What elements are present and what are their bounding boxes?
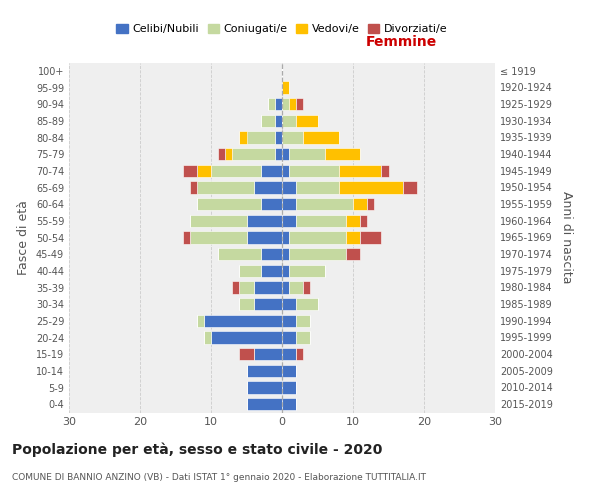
Bar [282, 214, 296, 227]
Bar [282, 131, 304, 144]
Bar [247, 231, 282, 244]
Bar [282, 148, 289, 160]
Bar [339, 164, 382, 177]
Bar [282, 164, 289, 177]
Bar [282, 98, 289, 110]
Bar [282, 181, 296, 194]
Bar [282, 364, 296, 377]
Bar [211, 164, 260, 177]
Bar [282, 381, 296, 394]
Bar [247, 131, 275, 144]
Bar [346, 214, 360, 227]
Bar [289, 231, 346, 244]
Bar [296, 214, 346, 227]
Bar [282, 298, 296, 310]
Bar [296, 98, 304, 110]
Bar [197, 181, 254, 194]
Bar [254, 348, 282, 360]
Bar [197, 164, 211, 177]
Bar [289, 148, 325, 160]
Bar [360, 214, 367, 227]
Bar [325, 148, 360, 160]
Bar [339, 181, 403, 194]
Bar [346, 231, 360, 244]
Y-axis label: Anni di nascita: Anni di nascita [560, 191, 572, 284]
Bar [275, 148, 282, 160]
Bar [289, 264, 325, 277]
Bar [190, 231, 247, 244]
Bar [218, 148, 225, 160]
Bar [282, 114, 296, 127]
Bar [247, 214, 282, 227]
Bar [197, 198, 260, 210]
Bar [197, 314, 204, 327]
Text: Femmine: Femmine [365, 34, 437, 48]
Bar [182, 231, 190, 244]
Bar [275, 98, 282, 110]
Y-axis label: Fasce di età: Fasce di età [17, 200, 30, 275]
Bar [260, 264, 282, 277]
Bar [282, 348, 296, 360]
Bar [296, 348, 304, 360]
Bar [239, 131, 247, 144]
Bar [190, 181, 197, 194]
Bar [360, 231, 382, 244]
Bar [190, 214, 247, 227]
Bar [296, 331, 310, 344]
Bar [275, 114, 282, 127]
Bar [275, 131, 282, 144]
Bar [232, 148, 275, 160]
Bar [282, 198, 296, 210]
Bar [282, 81, 289, 94]
Bar [403, 181, 417, 194]
Bar [296, 181, 339, 194]
Text: Popolazione per età, sesso e stato civile - 2020: Popolazione per età, sesso e stato civil… [12, 442, 382, 457]
Bar [296, 114, 317, 127]
Bar [382, 164, 389, 177]
Bar [289, 164, 339, 177]
Bar [204, 331, 211, 344]
Bar [304, 281, 310, 293]
Bar [289, 98, 296, 110]
Bar [239, 348, 254, 360]
Bar [260, 198, 282, 210]
Bar [260, 114, 275, 127]
Bar [282, 331, 296, 344]
Bar [282, 281, 289, 293]
Bar [289, 248, 346, 260]
Bar [247, 398, 282, 410]
Bar [218, 248, 260, 260]
Legend: Celibi/Nubili, Coniugati/e, Vedovi/e, Divorziati/e: Celibi/Nubili, Coniugati/e, Vedovi/e, Di… [112, 19, 452, 38]
Bar [247, 381, 282, 394]
Bar [346, 248, 360, 260]
Bar [282, 314, 296, 327]
Bar [260, 248, 282, 260]
Bar [367, 198, 374, 210]
Bar [353, 198, 367, 210]
Bar [282, 264, 289, 277]
Bar [268, 98, 275, 110]
Bar [204, 314, 282, 327]
Bar [282, 231, 289, 244]
Bar [182, 164, 197, 177]
Bar [239, 281, 254, 293]
Text: COMUNE DI BANNIO ANZINO (VB) - Dati ISTAT 1° gennaio 2020 - Elaborazione TUTTITA: COMUNE DI BANNIO ANZINO (VB) - Dati ISTA… [12, 472, 426, 482]
Bar [247, 364, 282, 377]
Bar [282, 248, 289, 260]
Bar [282, 398, 296, 410]
Bar [289, 281, 304, 293]
Bar [296, 198, 353, 210]
Bar [211, 331, 282, 344]
Bar [225, 148, 232, 160]
Bar [260, 164, 282, 177]
Bar [304, 131, 339, 144]
Bar [254, 298, 282, 310]
Bar [239, 298, 254, 310]
Bar [254, 181, 282, 194]
Bar [296, 314, 310, 327]
Bar [232, 281, 239, 293]
Bar [254, 281, 282, 293]
Bar [239, 264, 260, 277]
Bar [296, 298, 317, 310]
